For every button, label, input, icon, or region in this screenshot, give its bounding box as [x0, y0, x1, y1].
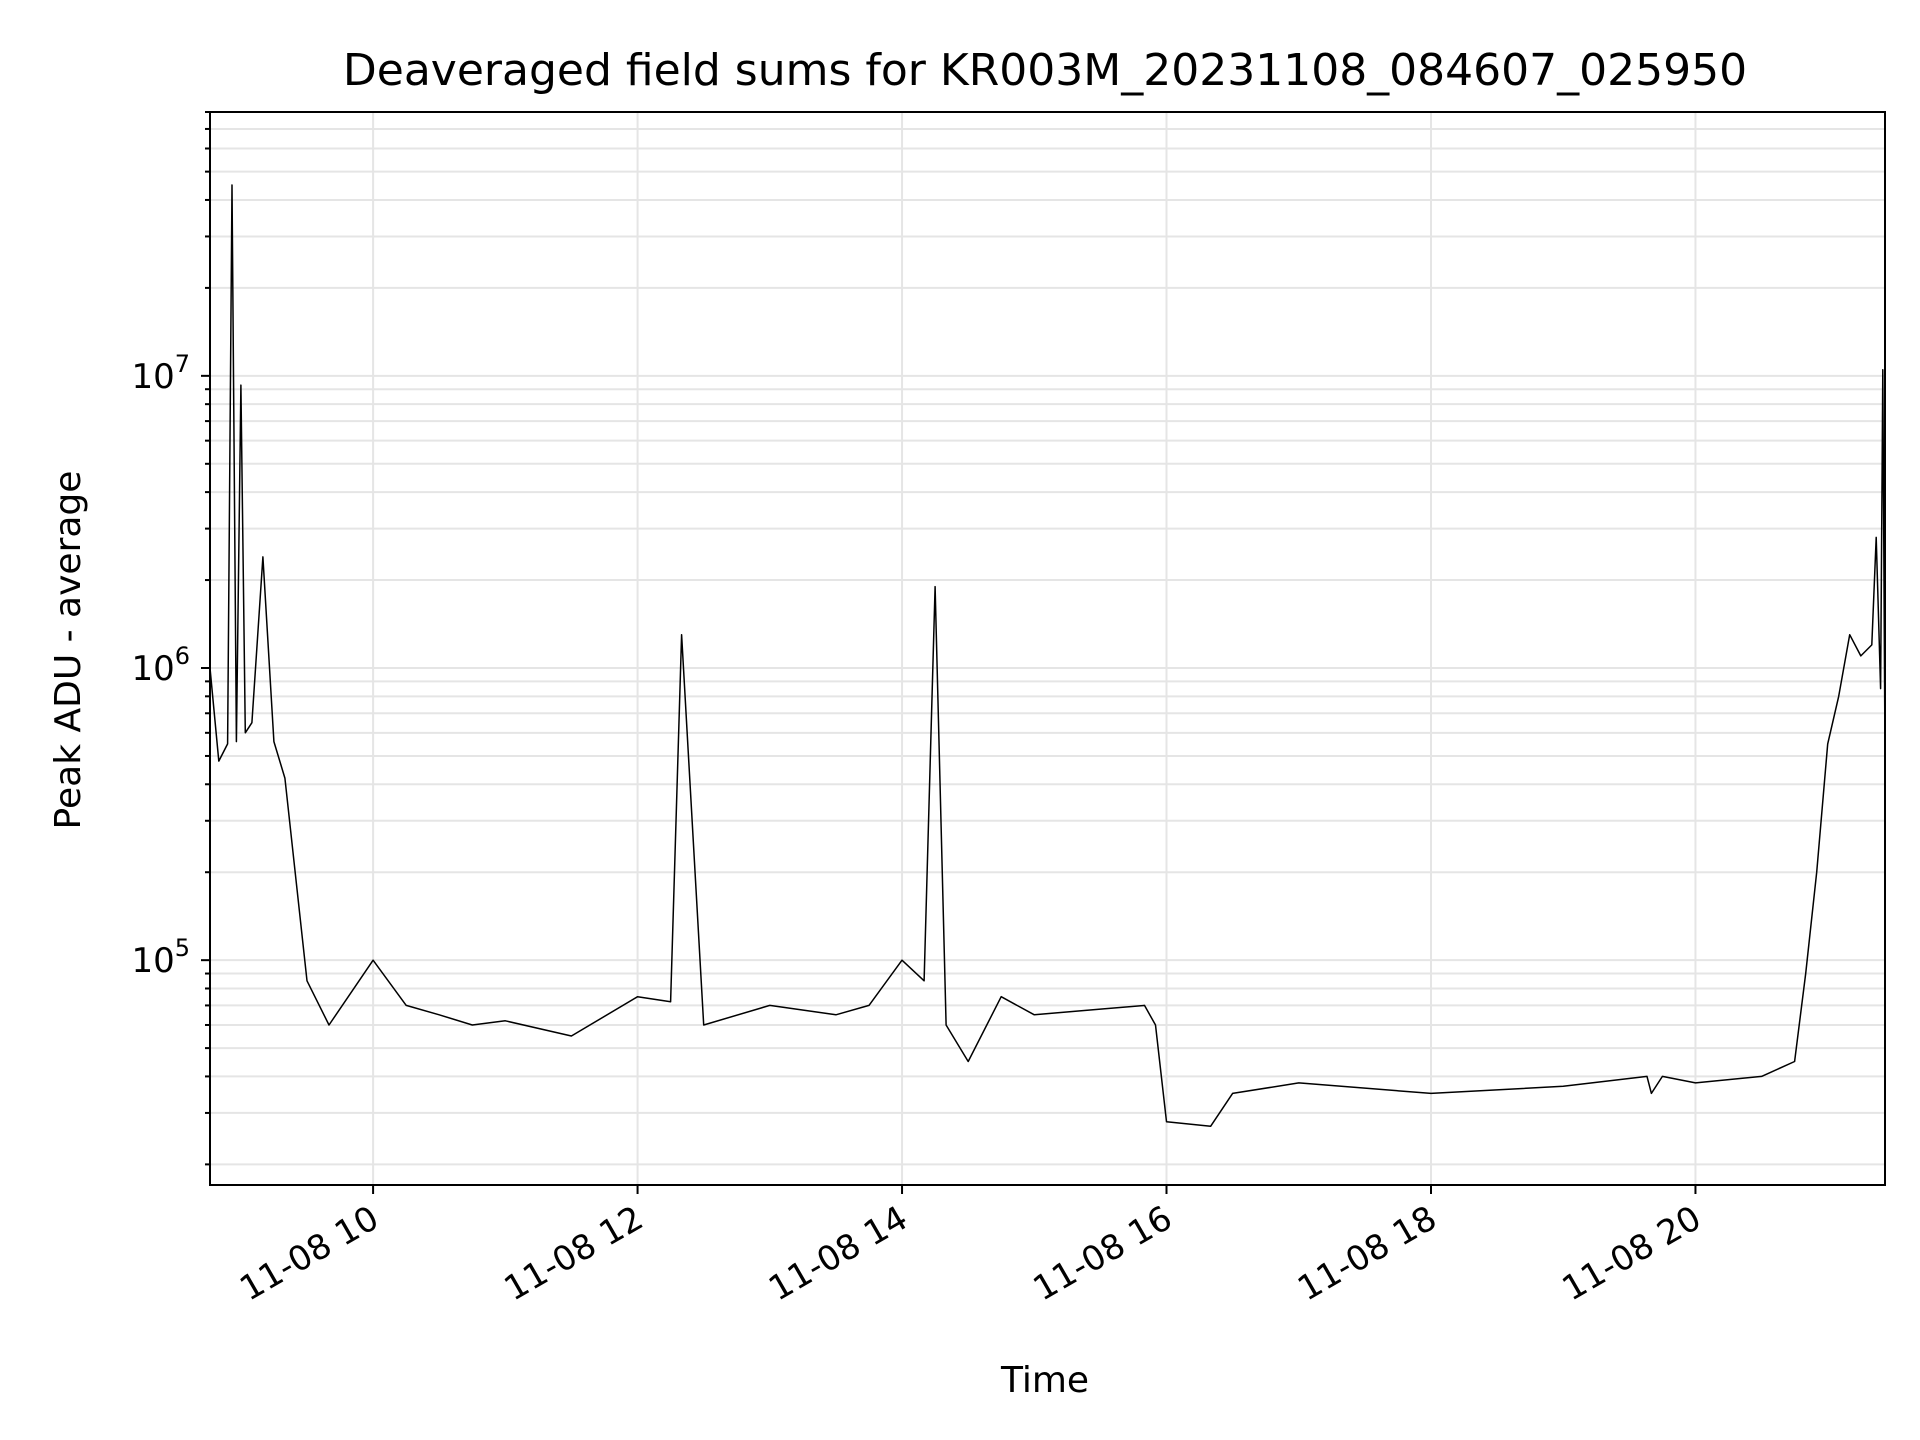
chart-title: Deaveraged field sums for KR003M_2023110…	[343, 45, 1747, 96]
axes-frame	[209, 111, 1886, 1186]
grid	[210, 111, 1885, 1185]
x-axis-label: Time	[1000, 1360, 1089, 1401]
series-line	[209, 184, 1886, 1128]
y-tick-label: 105	[131, 934, 190, 981]
y-tick-label: 107	[131, 350, 190, 397]
plot-area	[209, 184, 1886, 1128]
y-tick-label: 106	[131, 642, 190, 689]
y-axis-label: Peak ADU - average	[48, 471, 89, 830]
